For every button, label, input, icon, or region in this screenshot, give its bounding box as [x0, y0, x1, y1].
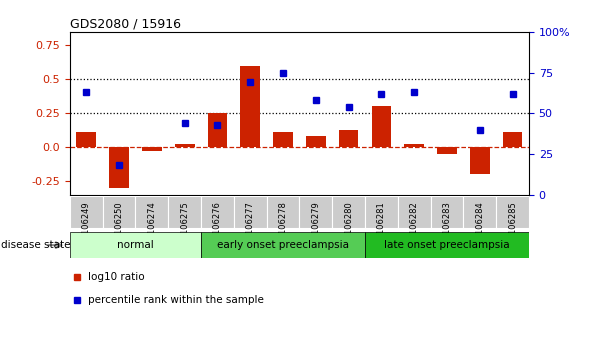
Text: late onset preeclampsia: late onset preeclampsia: [384, 240, 510, 250]
Text: GSM106275: GSM106275: [180, 201, 189, 252]
Bar: [496, 196, 529, 228]
Text: GSM106281: GSM106281: [377, 201, 386, 252]
Text: normal: normal: [117, 240, 154, 250]
Bar: [234, 196, 267, 228]
Text: GSM106282: GSM106282: [410, 201, 419, 252]
Bar: [339, 130, 359, 147]
Bar: [136, 196, 168, 228]
Text: percentile rank within the sample: percentile rank within the sample: [88, 295, 264, 305]
Bar: [207, 113, 227, 147]
Bar: [201, 196, 234, 228]
Bar: [103, 196, 136, 228]
Bar: [300, 196, 332, 228]
Bar: [365, 196, 398, 228]
Bar: [109, 147, 129, 188]
Text: GSM106274: GSM106274: [147, 201, 156, 252]
Bar: [77, 132, 96, 147]
Text: GSM106285: GSM106285: [508, 201, 517, 252]
Text: GSM106249: GSM106249: [82, 201, 91, 252]
Bar: [142, 147, 162, 151]
Text: disease state: disease state: [1, 240, 71, 250]
Text: GSM106283: GSM106283: [443, 201, 452, 252]
Bar: [437, 147, 457, 154]
Bar: [273, 132, 293, 147]
Bar: [70, 232, 201, 258]
Bar: [175, 144, 195, 147]
Bar: [398, 196, 430, 228]
Bar: [168, 196, 201, 228]
Text: GSM106250: GSM106250: [114, 201, 123, 252]
Text: log10 ratio: log10 ratio: [88, 272, 145, 282]
Text: early onset preeclampsia: early onset preeclampsia: [217, 240, 349, 250]
Text: GSM106276: GSM106276: [213, 201, 222, 252]
Bar: [470, 147, 489, 174]
Bar: [463, 196, 496, 228]
Bar: [201, 232, 365, 258]
Bar: [70, 196, 103, 228]
Text: GSM106280: GSM106280: [344, 201, 353, 252]
Bar: [332, 196, 365, 228]
Bar: [240, 66, 260, 147]
Bar: [430, 196, 463, 228]
Text: GSM106278: GSM106278: [278, 201, 288, 252]
Bar: [267, 196, 300, 228]
Bar: [371, 107, 392, 147]
Text: GSM106277: GSM106277: [246, 201, 255, 252]
Bar: [365, 232, 529, 258]
Text: GSM106284: GSM106284: [475, 201, 485, 252]
Bar: [306, 136, 326, 147]
Bar: [404, 144, 424, 147]
Text: GDS2080 / 15916: GDS2080 / 15916: [70, 18, 181, 31]
Bar: [503, 132, 522, 147]
Text: GSM106279: GSM106279: [311, 201, 320, 252]
